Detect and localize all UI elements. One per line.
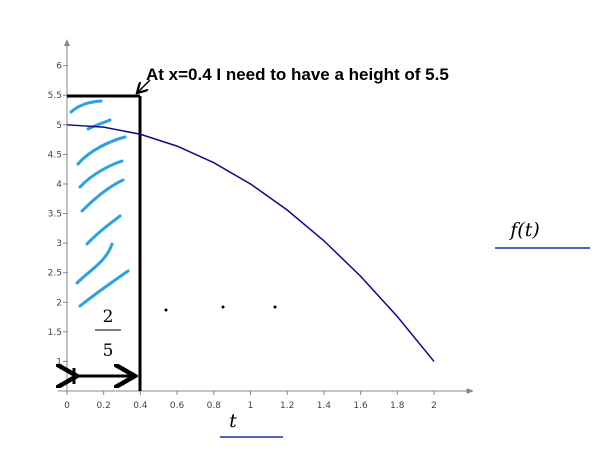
dot [273, 305, 277, 309]
y-axis-label: f(t) [508, 219, 540, 241]
x-tick-label: 0.6 [170, 401, 185, 411]
x-tick-label: 0.4 [133, 401, 148, 411]
x-tick-label: 1 [248, 401, 254, 411]
x-tick-label: 0.2 [97, 401, 111, 411]
curve [66, 124, 435, 362]
y-tick-label: 4 [56, 180, 62, 190]
x-axis-label: t [229, 410, 237, 432]
y-tick-label: 1 [56, 357, 62, 367]
y-tick-label: 3.5 [48, 210, 62, 220]
y-tick-label: 3 [56, 239, 62, 249]
y-tick-label: 1.5 [48, 328, 62, 338]
hatching [69, 99, 130, 308]
x-tick-label: 2 [431, 401, 437, 411]
y-tick-label: 4.5 [48, 150, 62, 160]
x-tick-label: 1.4 [317, 401, 332, 411]
fraction-numerator: 2 [103, 307, 114, 327]
annotation-lines [67, 79, 590, 438]
x-tick-label: 1.6 [353, 401, 368, 411]
dot [164, 308, 168, 312]
y-tick-label: 5.5 [48, 91, 62, 101]
annotation: At x=0.4 I need to have a height of 5.5 [146, 65, 449, 84]
y-tick-label: 2 [56, 298, 62, 308]
axes: 1 1.5 2 2.5 3 3.5 4 4.5 5 5.5 6 0 0.2 0.4 0.6 0.8 1 1.2 1.… [48, 39, 474, 411]
y-tick-label: 2.5 [48, 269, 62, 279]
x-tick-label: 1.2 [280, 401, 294, 411]
dot [221, 305, 225, 309]
x-tick-label: 0.8 [207, 401, 222, 411]
x-tick-label: 0 [64, 401, 70, 411]
fraction-denominator: 5 [103, 341, 114, 361]
y-tick-label: 6 [56, 62, 62, 72]
pointer-arrow [138, 79, 151, 92]
x-tick-label: 1.8 [390, 401, 405, 411]
y-tick-label: 5 [56, 121, 62, 131]
